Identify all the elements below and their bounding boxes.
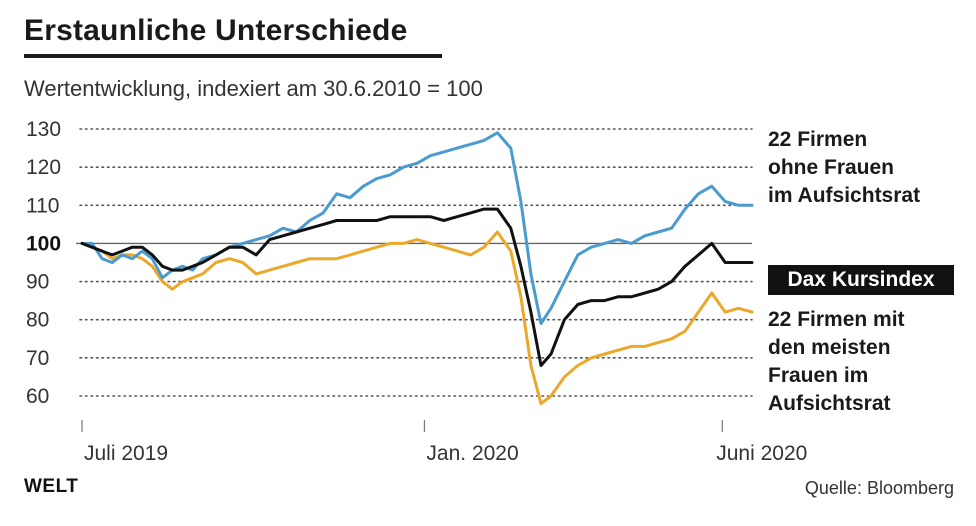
label-blue-line-3: im Aufsichtsrat [768,184,921,207]
y-tick-label-60: 60 [26,385,49,408]
x-tick-label-2: Juni 2020 [716,442,807,465]
label-orange-line-1: 22 Firmen mit [768,308,905,331]
x-tick-label-0: Juli 2019 [84,442,168,465]
label-blue-series: 22 Firmen ohne Frauen im Aufsichtsrat [768,126,920,210]
y-tick-label-120: 120 [26,156,61,179]
y-tick-label-100: 100 [26,232,61,255]
welt-logo: WELT [24,476,79,497]
label-orange-line-3: Frauen im [768,364,869,387]
y-tick-label-90: 90 [26,271,49,294]
label-blue-line-1: 22 Firmen [768,128,868,151]
x-tick-label-1: Jan. 2020 [426,442,518,465]
series-line-orange [80,230,754,406]
grid-lines [76,128,753,397]
label-dax-series: Dax Kursindex [768,265,954,295]
x-axis: Juli 2019 Jan. 2020 Juni 2020 [81,420,807,465]
source-note: Quelle: Bloomberg [804,478,954,498]
label-orange-line-4: Aufsichtsrat [768,392,891,415]
y-tick-label-130: 130 [26,118,61,141]
label-orange-line-2: den meisten [768,336,891,359]
chart-subtitle: Wertentwicklung, indexiert am 30.6.2010 … [24,76,483,101]
series-lines [80,131,754,406]
chart-title: Erstaunliche Unterschiede [24,14,408,47]
y-tick-label-70: 70 [26,347,49,370]
y-axis-ticks: 60 70 80 90 100 110 120 130 [26,118,61,408]
y-tick-label-110: 110 [26,194,59,217]
label-orange-series: 22 Firmen mit den meisten Frauen im Aufs… [768,306,905,418]
series-line-blue [80,131,754,325]
y-tick-label-80: 80 [26,309,49,332]
label-blue-line-2: ohne Frauen [768,156,895,179]
title-underline [24,54,442,58]
series-line-black [80,207,754,367]
